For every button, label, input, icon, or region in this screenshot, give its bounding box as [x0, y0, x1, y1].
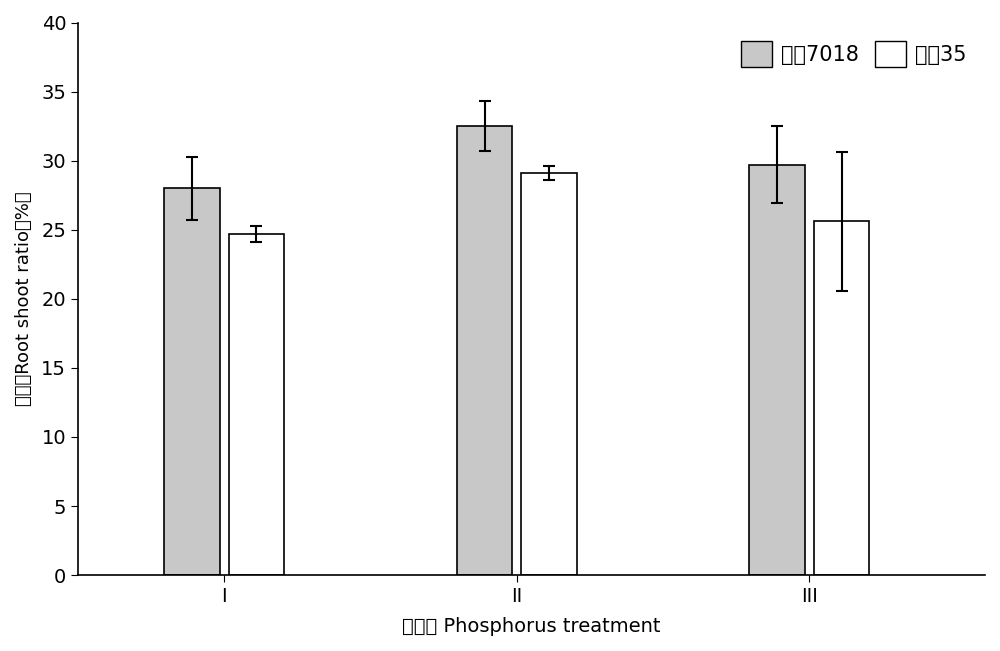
- Bar: [229, 234, 284, 575]
- Bar: [814, 221, 869, 575]
- X-axis label: 磷处理 Phosphorus treatment: 磷处理 Phosphorus treatment: [402, 617, 661, 636]
- Bar: [749, 165, 805, 575]
- Legend: 东农7018, 黑河35: 东农7018, 黑河35: [733, 33, 975, 75]
- Y-axis label: 根冠比Root shoot ratio（%）: 根冠比Root shoot ratio（%）: [15, 191, 33, 406]
- Bar: [521, 173, 577, 575]
- Bar: [457, 126, 512, 575]
- Bar: [164, 188, 220, 575]
